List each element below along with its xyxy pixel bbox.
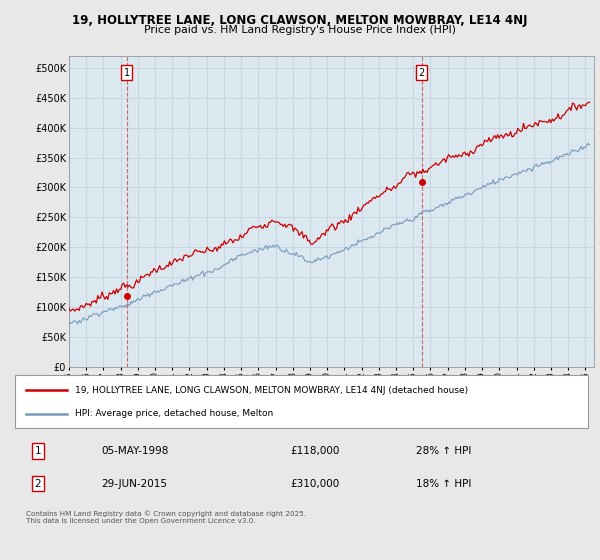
Text: HPI: Average price, detached house, Melton: HPI: Average price, detached house, Melt… [75,409,274,418]
Text: £118,000: £118,000 [290,446,340,456]
Text: 28% ↑ HPI: 28% ↑ HPI [416,446,472,456]
Text: 1: 1 [124,68,130,78]
Text: 19, HOLLYTREE LANE, LONG CLAWSON, MELTON MOWBRAY, LE14 4NJ (detached house): 19, HOLLYTREE LANE, LONG CLAWSON, MELTON… [75,386,468,395]
Text: £310,000: £310,000 [290,478,339,488]
Text: Price paid vs. HM Land Registry's House Price Index (HPI): Price paid vs. HM Land Registry's House … [144,25,456,35]
Text: 1: 1 [35,446,41,456]
Text: Contains HM Land Registry data © Crown copyright and database right 2025.
This d: Contains HM Land Registry data © Crown c… [26,511,307,524]
Text: 05-MAY-1998: 05-MAY-1998 [101,446,169,456]
Text: 2: 2 [419,68,425,78]
Text: 18% ↑ HPI: 18% ↑ HPI [416,478,472,488]
Text: 29-JUN-2015: 29-JUN-2015 [101,478,167,488]
FancyBboxPatch shape [15,375,588,428]
Text: 19, HOLLYTREE LANE, LONG CLAWSON, MELTON MOWBRAY, LE14 4NJ: 19, HOLLYTREE LANE, LONG CLAWSON, MELTON… [72,14,528,27]
Text: 2: 2 [35,478,41,488]
